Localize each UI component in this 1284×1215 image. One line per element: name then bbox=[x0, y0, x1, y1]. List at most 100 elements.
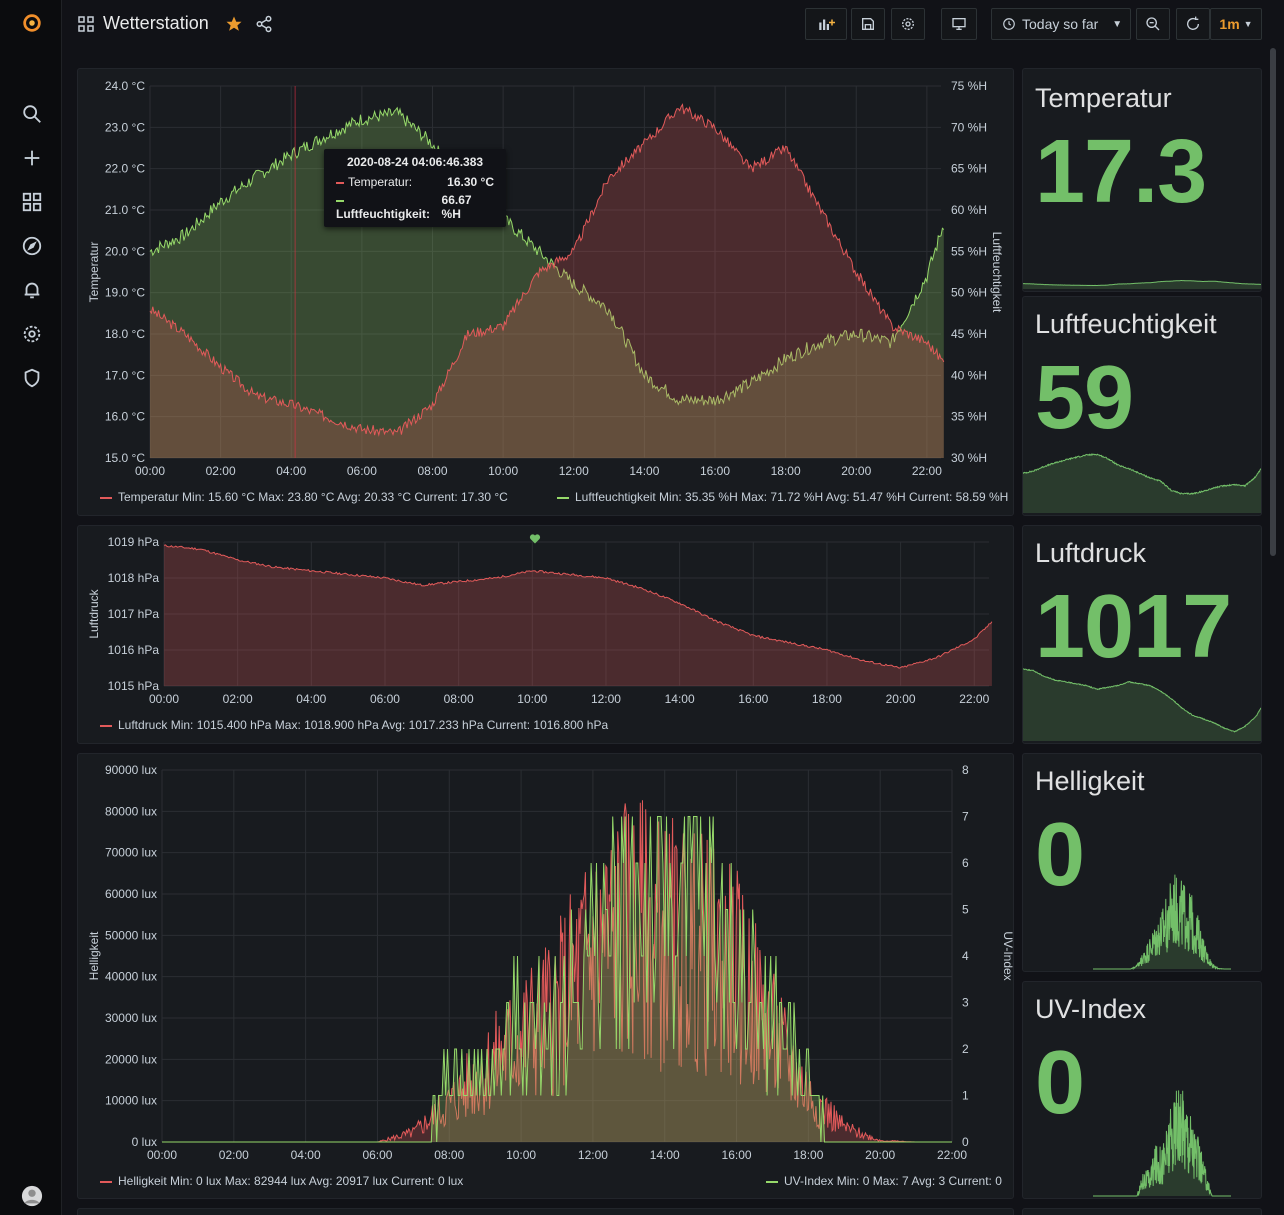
save-dashboard-button[interactable] bbox=[851, 8, 885, 40]
refresh-icon bbox=[1187, 16, 1199, 30]
pressure-chart[interactable]: 1019 hPa 1018 hPa 1017 hPa 1016 hPa 1015 hPa… bbox=[78, 526, 1013, 743]
x-tick-label: 16:00 bbox=[722, 1148, 752, 1162]
zoom-out-icon bbox=[1146, 17, 1160, 31]
plus-icon[interactable] bbox=[19, 145, 45, 171]
chevron-down-icon: ▼ bbox=[1243, 19, 1253, 29]
y2-tick-label: 55 %H bbox=[951, 244, 987, 258]
y2-tick-label: 70 %H bbox=[951, 120, 987, 134]
page-scrollbar[interactable] bbox=[1270, 48, 1276, 556]
y-axis-title: Temperatur bbox=[87, 242, 101, 303]
y-tick-label: 20000 lux bbox=[105, 1052, 157, 1066]
y2-tick-label: 30 %H bbox=[951, 451, 987, 465]
x-tick-label: 08:00 bbox=[444, 692, 474, 706]
temperature-humidity-chart[interactable]: 24.0 °C 23.0 °C 22.0 °C 21.0 °C 20.0 °C 19.0 … bbox=[78, 69, 1013, 515]
stat-uv[interactable]: UV-Index 0 bbox=[1022, 981, 1262, 1199]
stat-value: 0 bbox=[1035, 1033, 1085, 1133]
x-tick-label: 02:00 bbox=[219, 1148, 249, 1162]
user-avatar[interactable] bbox=[19, 1183, 45, 1209]
star-icon[interactable] bbox=[225, 15, 243, 33]
tooltip-temp-label: Temperatur: bbox=[348, 175, 413, 189]
y-tick-label: 90000 lux bbox=[105, 763, 157, 777]
legend-humidity[interactable]: Luftfeuchtigkeit Min: 35.35 %H Max: 71.7… bbox=[557, 490, 1008, 504]
chart-plot bbox=[161, 769, 953, 1143]
stat-title: UV-Index bbox=[1035, 994, 1147, 1024]
time-range-picker[interactable]: Today so far ▼ bbox=[991, 8, 1131, 40]
sparkline-line bbox=[1093, 1090, 1231, 1197]
dashboard-title[interactable]: Wetterstation bbox=[103, 13, 209, 33]
y-tick-label: 20.0 °C bbox=[105, 244, 145, 258]
y-tick-label: 21.0 °C bbox=[105, 203, 145, 217]
chevron-down-icon: ▼ bbox=[1112, 18, 1123, 30]
y-tick-label: 70000 lux bbox=[105, 846, 157, 860]
x-tick-label: 20:00 bbox=[886, 692, 916, 706]
y-tick-label: 40000 lux bbox=[105, 970, 157, 984]
y2-tick-label: 7 bbox=[962, 810, 969, 824]
explore-icon[interactable] bbox=[19, 233, 45, 259]
stat-value: 1017 bbox=[1035, 577, 1232, 677]
tv-mode-button[interactable] bbox=[941, 8, 977, 40]
y-tick-label: 80000 lux bbox=[105, 804, 157, 818]
uv-index-area bbox=[162, 816, 952, 1142]
settings-icon[interactable] bbox=[19, 321, 45, 347]
stat-humidity[interactable]: Luftfeuchtigkeit 59 bbox=[1022, 296, 1262, 516]
alerting-icon[interactable] bbox=[19, 277, 45, 303]
x-tick-label: 06:00 bbox=[347, 464, 377, 478]
shield-icon[interactable] bbox=[19, 365, 45, 391]
zoom-out-button[interactable] bbox=[1136, 8, 1170, 40]
stat-value: 0 bbox=[1035, 805, 1085, 905]
x-tick-label: 08:00 bbox=[417, 464, 447, 478]
dashboards-icon[interactable] bbox=[19, 189, 45, 215]
refresh-interval-label: 1m bbox=[1219, 16, 1240, 32]
x-tick-label: 04:00 bbox=[276, 464, 306, 478]
temperature-humidity-panel[interactable]: 24.0 °C 23.0 °C 22.0 °C 21.0 °C 20.0 °C 19.0 … bbox=[77, 68, 1014, 516]
sparkline-line bbox=[1093, 874, 1231, 971]
tooltip-time: 2020-08-24 04:06:46.383 bbox=[346, 155, 484, 169]
y2-axis-title: UV-Index bbox=[1001, 931, 1013, 980]
stat-pressure[interactable]: Luftdruck 1017 bbox=[1022, 525, 1262, 744]
y-tick-label: 23.0 °C bbox=[105, 120, 145, 134]
legend-temperature[interactable]: Temperatur Min: 15.60 °C Max: 23.80 °C A… bbox=[100, 490, 508, 504]
pressure-panel[interactable]: 1019 hPa 1018 hPa 1017 hPa 1016 hPa 1015 hPa… bbox=[77, 525, 1014, 744]
legend-pressure[interactable]: Luftdruck Min: 1015.400 hPa Max: 1018.90… bbox=[100, 718, 608, 732]
x-tick-label: 20:00 bbox=[865, 1148, 895, 1162]
tooltip-humid-label: Luftfeuchtigkeit: bbox=[336, 207, 430, 221]
x-tick-label: 22:00 bbox=[937, 1148, 967, 1162]
y2-tick-label: 50 %H bbox=[951, 286, 987, 300]
legend-brightness[interactable]: Helligkeit Min: 0 lux Max: 82944 lux Avg… bbox=[100, 1174, 463, 1188]
top-bar: Wetterstation Today so far ▼ 1m ▼ bbox=[62, 0, 1284, 48]
tooltip-row-humid: Luftfeuchtigkeit: 66.67 %H bbox=[336, 193, 494, 221]
y-axis-title: Helligkeit bbox=[87, 931, 101, 980]
sparkline bbox=[1023, 453, 1261, 513]
y-tick-label: 30000 lux bbox=[105, 1011, 157, 1025]
x-tick-label: 04:00 bbox=[291, 1148, 321, 1162]
x-tick-label: 18:00 bbox=[793, 1148, 823, 1162]
y-tick-label: 1019 hPa bbox=[108, 535, 160, 549]
add-panel-button[interactable] bbox=[805, 8, 847, 40]
x-tick-label: 14:00 bbox=[650, 1148, 680, 1162]
search-icon[interactable] bbox=[19, 101, 45, 127]
legend-humidity-text: Luftfeuchtigkeit Min: 35.35 %H Max: 71.7… bbox=[575, 490, 1009, 504]
pressure-area bbox=[164, 544, 992, 686]
dashboards-grid-icon[interactable] bbox=[78, 16, 94, 32]
grafana-logo-icon[interactable] bbox=[19, 10, 45, 36]
y2-tick-label: 6 bbox=[962, 856, 969, 870]
share-icon[interactable] bbox=[255, 15, 273, 33]
tooltip-humid-value: 66.67 %H bbox=[441, 193, 472, 221]
x-tick-label: 02:00 bbox=[223, 692, 253, 706]
x-tick-label: 14:00 bbox=[665, 692, 695, 706]
dashboard-settings-button[interactable] bbox=[891, 8, 925, 40]
stat-temperature[interactable]: Temperatur 17.3 bbox=[1022, 68, 1262, 292]
legend-brightness-text: Helligkeit Min: 0 lux Max: 82944 lux Avg… bbox=[118, 1174, 464, 1188]
refresh-interval-picker[interactable]: 1m ▼ bbox=[1210, 8, 1262, 40]
humidity-line bbox=[149, 106, 945, 406]
x-tick-label: 18:00 bbox=[771, 464, 801, 478]
legend-uv[interactable]: UV-Index Min: 0 Max: 7 Avg: 3 Current: 0 bbox=[766, 1174, 1002, 1188]
refresh-button[interactable] bbox=[1176, 8, 1210, 40]
stat-title: Temperatur bbox=[1035, 83, 1172, 113]
annotation-heart-icon[interactable] bbox=[529, 532, 541, 544]
brightness-uv-panel[interactable]: 90000 lux 80000 lux 70000 lux 60000 lux 5000… bbox=[77, 753, 1014, 1199]
x-tick-label: 00:00 bbox=[135, 464, 165, 478]
stat-brightness[interactable]: Helligkeit 0 bbox=[1022, 753, 1262, 972]
chart-plot bbox=[149, 85, 945, 459]
